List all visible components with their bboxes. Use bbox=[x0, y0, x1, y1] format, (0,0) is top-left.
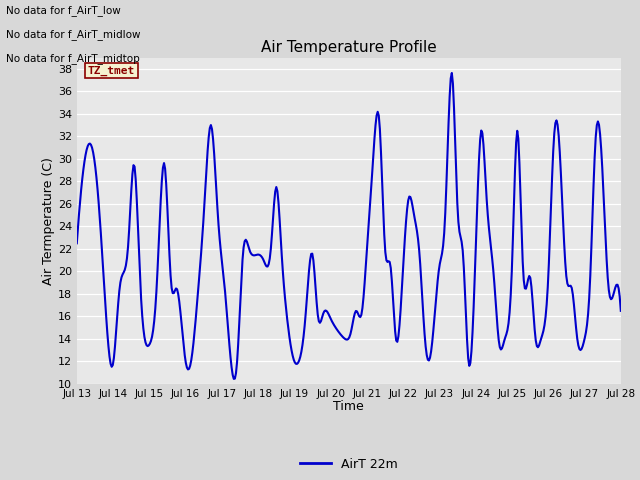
Legend: AirT 22m: AirT 22m bbox=[295, 453, 403, 476]
Title: Air Temperature Profile: Air Temperature Profile bbox=[261, 40, 436, 55]
Text: No data for f_AirT_low: No data for f_AirT_low bbox=[6, 5, 121, 16]
Text: TZ_tmet: TZ_tmet bbox=[88, 65, 135, 76]
X-axis label: Time: Time bbox=[333, 400, 364, 413]
Text: No data for f_AirT_midlow: No data for f_AirT_midlow bbox=[6, 29, 141, 40]
Y-axis label: Air Termperature (C): Air Termperature (C) bbox=[42, 157, 55, 285]
Text: No data for f_AirT_midtop: No data for f_AirT_midtop bbox=[6, 53, 140, 64]
